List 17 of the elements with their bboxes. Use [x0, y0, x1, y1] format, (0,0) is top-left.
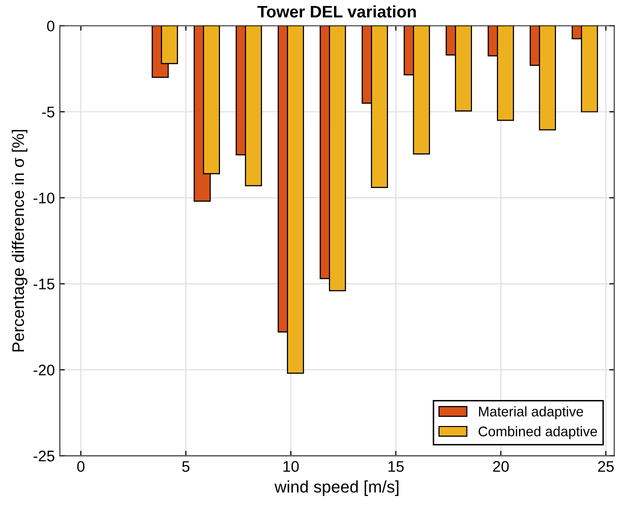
x-tick-label: 0 — [77, 461, 84, 472]
x-axis-title: wind speed [m/s] — [274, 480, 398, 496]
chart-title: Tower DEL variation — [257, 5, 416, 18]
x-tick-label: 15 — [388, 461, 404, 472]
y-tick-label: -15 — [34, 278, 54, 290]
y-tick-label: -20 — [34, 364, 54, 376]
y-tick-label: -25 — [34, 450, 54, 462]
x-tick-label: 20 — [493, 461, 509, 472]
x-tick-label: 25 — [598, 461, 614, 472]
y-tick-label: -10 — [34, 192, 54, 204]
y-tick-label: -5 — [42, 106, 54, 118]
x-tick-label: 5 — [182, 461, 190, 472]
legend-label: Material adaptive — [479, 406, 584, 420]
y-tick-label: 0 — [47, 20, 54, 32]
legend-label: Combined adaptive — [478, 426, 597, 440]
x-tick-label: 10 — [284, 461, 299, 472]
y-axis-title: Percentage difference in σ [%] — [12, 130, 28, 352]
